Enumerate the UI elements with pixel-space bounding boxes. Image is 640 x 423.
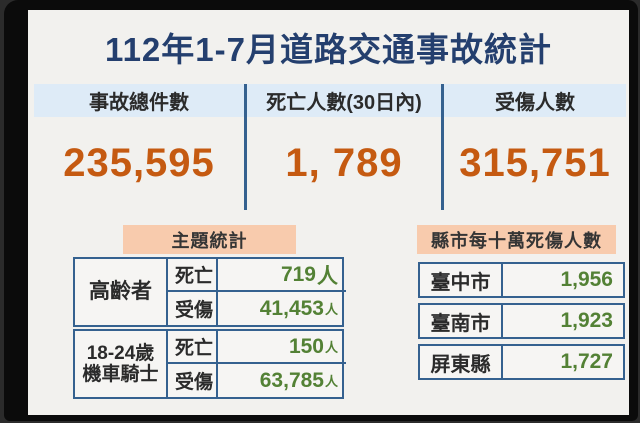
topic-group-young-riders: 18-24歲 機車騎士 死亡 150 人 受傷 63,785 人 <box>73 329 346 399</box>
topic-category-line1: 18-24歲 <box>86 342 155 364</box>
topic-value-number: 63,785 <box>259 368 324 392</box>
topic-row-value: 41,453 人 <box>218 292 346 325</box>
topic-row-value: 719 人 <box>218 259 346 292</box>
county-value: 1,956 <box>560 268 613 291</box>
topic-value-number: 41,453 <box>259 296 324 320</box>
stat-value-deaths: 1, 789 <box>285 141 403 185</box>
stat-value-accidents: 235,595 <box>63 141 215 185</box>
topic-stats-header: 主題統計 <box>123 225 296 254</box>
topic-row-label: 受傷 <box>168 364 218 397</box>
topic-value-unit: 人 <box>324 302 338 317</box>
topic-row-label: 死亡 <box>168 331 218 364</box>
county-row-taichung: 臺中市 1,956 <box>418 262 625 298</box>
topic-category-line2: 機車騎士 <box>82 364 159 385</box>
county-value: 1,923 <box>560 309 613 332</box>
topic-value-unit: 人 <box>324 374 338 389</box>
page-title: 112年1-7月道路交通事故統計 <box>105 31 552 68</box>
county-row-pingtung: 屏東縣 1,727 <box>418 344 625 380</box>
stat-column-injuries: 受傷人數 315,751 <box>444 84 626 210</box>
stat-value-injuries: 315,751 <box>459 141 611 185</box>
topic-value-number: 150 <box>288 334 324 358</box>
topic-category-young-riders: 18-24歲 機車騎士 <box>75 331 168 397</box>
topic-value-unit: 人 <box>324 340 338 355</box>
slide-canvas: 112年1-7月道路交通事故統計 事故總件數 235,595 死亡人數(30日內… <box>28 10 629 415</box>
county-row-tainan: 臺南市 1,923 <box>418 303 625 339</box>
topic-stats-table: 高齡者 死亡 719 人 受傷 41,453 人 18-24歲 機車騎士 死亡 1 <box>73 257 346 401</box>
topic-category-line1: 高齡者 <box>89 280 152 304</box>
county-name: 臺中市 <box>420 264 503 296</box>
topic-row-value: 150 人 <box>218 331 346 364</box>
topic-value-number: 719 <box>280 262 316 286</box>
stat-header-injuries: 受傷人數 <box>444 84 626 117</box>
topic-row-value: 63,785 人 <box>218 364 346 397</box>
stat-header-accidents: 事故總件數 <box>34 84 244 117</box>
dark-frame: 112年1-7月道路交通事故統計 事故總件數 235,595 死亡人數(30日內… <box>4 0 638 421</box>
summary-stat-band: 事故總件數 235,595 死亡人數(30日內) 1, 789 受傷人數 315… <box>34 84 626 210</box>
county-value: 1,727 <box>560 350 613 373</box>
topic-category-elderly: 高齡者 <box>75 259 168 325</box>
stat-header-deaths: 死亡人數(30日內) <box>247 84 441 117</box>
county-name: 屏東縣 <box>420 346 503 378</box>
topic-value-unit: 人 <box>317 264 338 288</box>
stat-column-deaths: 死亡人數(30日內) 1, 789 <box>244 84 444 210</box>
county-stats-header: 縣市每十萬死傷人數 <box>417 225 616 254</box>
topic-group-elderly: 高齡者 死亡 719 人 受傷 41,453 人 <box>73 257 346 327</box>
topic-row-label: 死亡 <box>168 259 218 292</box>
stat-column-accidents: 事故總件數 235,595 <box>34 84 244 210</box>
county-name: 臺南市 <box>420 305 503 337</box>
topic-row-label: 受傷 <box>168 292 218 325</box>
